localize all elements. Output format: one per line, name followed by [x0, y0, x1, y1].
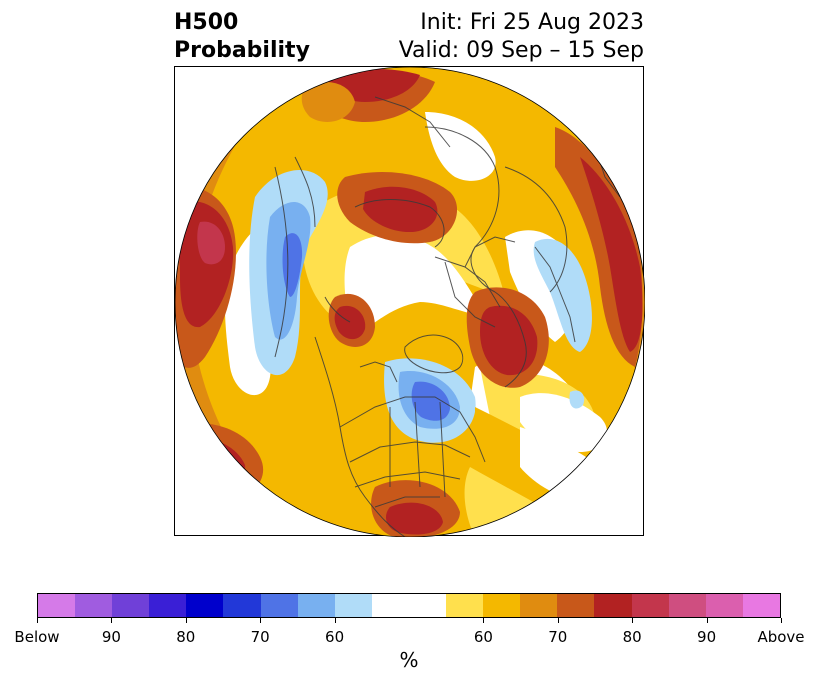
colorbar-segment	[260, 594, 298, 617]
neutral-region	[344, 234, 485, 337]
colorbar-segment	[75, 594, 113, 617]
colorbar-segment	[705, 594, 743, 617]
below-region	[533, 238, 592, 352]
colorbar-segment	[334, 594, 372, 617]
colorbar-unit: %	[399, 648, 419, 672]
valid-period: Valid: 09 Sep – 15 Sep	[398, 38, 644, 63]
colorbar	[37, 593, 781, 618]
colorbar-segment	[520, 594, 558, 617]
colorbar-segment	[38, 594, 76, 617]
colorbar-tick-label: 80	[622, 628, 642, 646]
above-region	[363, 186, 438, 232]
neutral-region	[425, 112, 496, 181]
colorbar-tickmark	[185, 618, 187, 623]
colorbar-segment	[371, 594, 409, 617]
colorbar-segment	[223, 594, 261, 617]
colorbar-tickmark	[557, 618, 559, 623]
colorbar-tickmark	[37, 618, 38, 623]
colorbar-tickmark	[483, 618, 485, 623]
above-region	[385, 502, 443, 535]
colorbar-segment	[297, 594, 335, 617]
colorbar-tick-label: 60	[325, 628, 345, 646]
colorbar-segment	[557, 594, 595, 617]
above-region	[197, 221, 225, 265]
above-region	[480, 305, 538, 376]
below-region	[569, 390, 585, 409]
colorbar-tick-label: 90	[697, 628, 717, 646]
title-right: Init: Fri 25 Aug 2023 Valid: 09 Sep – 15…	[399, 9, 644, 65]
colorbar-segment	[631, 594, 669, 617]
title-field: Probability	[174, 38, 310, 63]
colorbar-segment	[149, 594, 187, 617]
colorbar-tick-label: 70	[548, 628, 568, 646]
above-region	[580, 157, 643, 352]
colorbar-segment	[594, 594, 632, 617]
colorbar-tick-label: 90	[101, 628, 121, 646]
colorbar-tick-label: Below	[14, 628, 60, 646]
colorbar-segment	[483, 594, 521, 617]
colorbar-tickmark	[111, 618, 113, 623]
colorbar-tick-label: Above	[757, 628, 805, 646]
map-panel	[174, 66, 645, 537]
colorbar-tickmark	[632, 618, 634, 623]
probability-map	[175, 67, 645, 537]
above-region	[334, 305, 366, 340]
colorbar-segment	[742, 594, 780, 617]
init-time: Init: Fri 25 Aug 2023	[420, 10, 644, 35]
colorbar-tick-label: 70	[250, 628, 270, 646]
title-variable: H500	[174, 10, 239, 35]
colorbar-segment	[112, 594, 150, 617]
colorbar-tick-label: 60	[473, 628, 493, 646]
colorbar-tick-label: 80	[176, 628, 196, 646]
colorbar-segment	[186, 594, 224, 617]
colorbar-tickmark	[334, 618, 336, 623]
colorbar-segment	[446, 594, 484, 617]
colorbar-tickmark	[781, 618, 782, 623]
colorbar-tickmark	[706, 618, 708, 623]
title-left: H500 Probability	[174, 9, 310, 65]
contour-region	[301, 82, 355, 122]
colorbar-segment	[408, 594, 447, 617]
colorbar-tickmark	[260, 618, 262, 623]
colorbar-segment	[668, 594, 706, 617]
